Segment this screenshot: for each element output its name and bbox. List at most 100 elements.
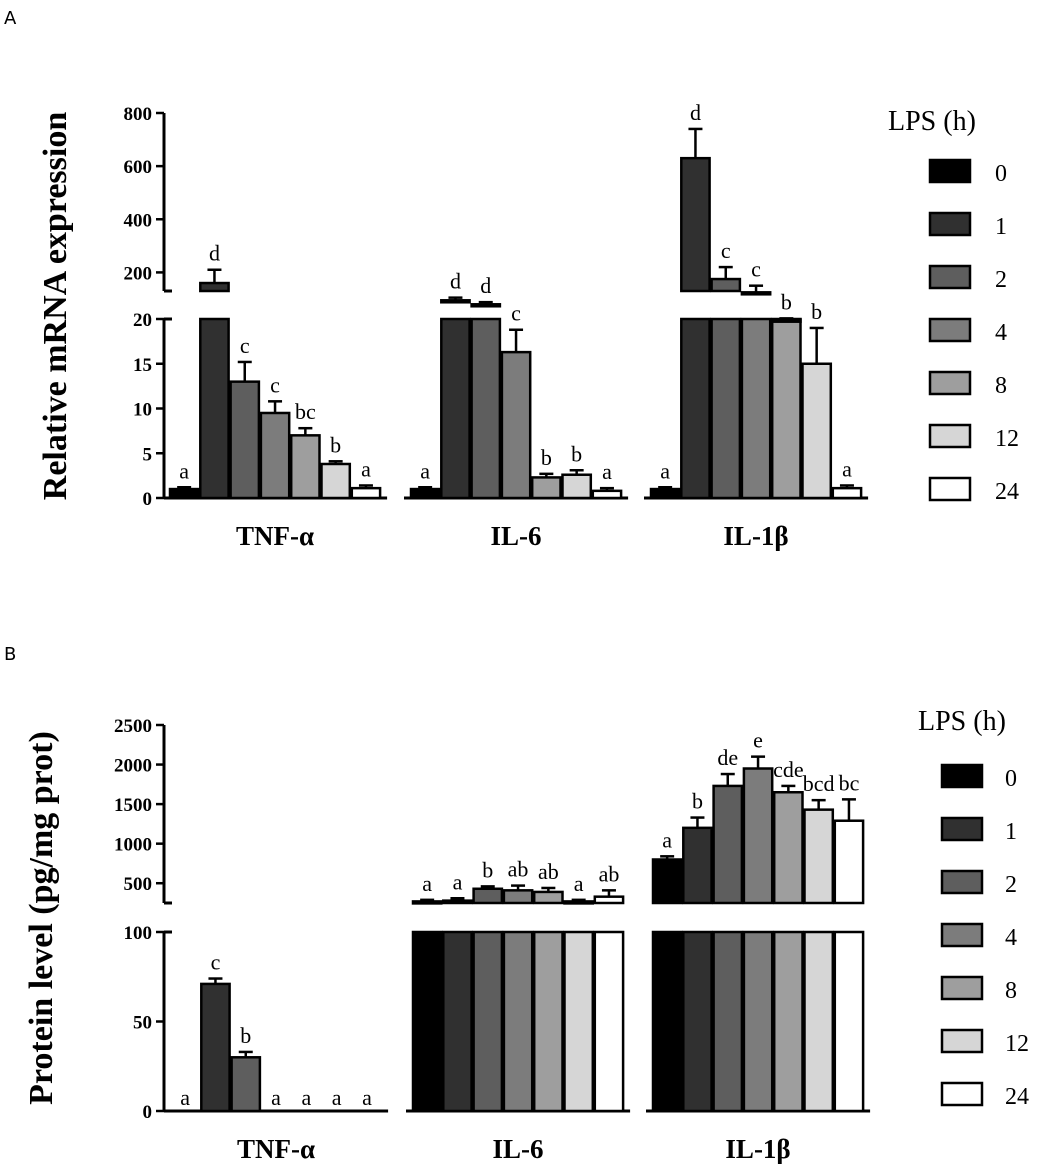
significance-label: a [180, 1085, 190, 1110]
legend-swatch [940, 869, 984, 895]
legend-title: LPS (h) [888, 106, 976, 137]
bar [350, 486, 382, 500]
significance-label: c [240, 333, 250, 358]
bar [649, 487, 681, 500]
legend-label: 0 [995, 161, 1007, 187]
category-label: TNF-α [237, 1134, 315, 1164]
y-tick-label: 500 [124, 874, 153, 895]
significance-label: e [753, 728, 763, 753]
significance-label: a [332, 1085, 342, 1110]
bar [710, 317, 742, 500]
bar [229, 380, 261, 500]
bar [409, 487, 441, 500]
bar [411, 930, 443, 1113]
bar [200, 982, 231, 1113]
bar [593, 895, 625, 905]
bar [168, 487, 200, 500]
legend-swatch [940, 816, 984, 842]
bar [772, 930, 804, 1113]
bar [502, 889, 534, 905]
bar [710, 277, 742, 293]
legend-label: 4 [995, 320, 1007, 346]
category-label: IL-1β [723, 521, 788, 551]
significance-label: a [662, 827, 672, 852]
y-tick-label: 400 [124, 210, 153, 231]
significance-label: d [209, 241, 220, 266]
bar [833, 819, 865, 905]
significance-label: ab [599, 861, 620, 886]
bar [742, 930, 774, 1113]
legend-label: 1 [1005, 819, 1017, 845]
y-tick-label: 5 [143, 444, 153, 465]
legend-title: LPS (h) [918, 706, 1006, 737]
bar [563, 930, 595, 1113]
bar [472, 887, 504, 905]
bar [712, 930, 744, 1113]
bar [470, 317, 502, 500]
significance-label: de [717, 745, 738, 770]
significance-label: b [541, 445, 552, 470]
significance-label: ab [538, 859, 559, 884]
bar [803, 930, 835, 1113]
significance-label: a [361, 456, 371, 481]
bar [591, 489, 623, 500]
significance-label: c [211, 950, 221, 975]
significance-label: a [362, 1085, 372, 1110]
legend-label: 2 [1005, 872, 1017, 898]
significance-label: a [271, 1085, 281, 1110]
significance-label: b [482, 857, 493, 882]
bar [532, 930, 564, 1113]
significance-label: a [660, 458, 670, 483]
y-tick-label: 20 [133, 310, 152, 331]
category-label: IL-6 [493, 1134, 544, 1164]
y-tick-label: 1500 [114, 795, 152, 816]
legend-label: 24 [1005, 1084, 1029, 1110]
bar [259, 411, 291, 500]
bar [712, 784, 744, 905]
y-tick-label: 600 [124, 157, 153, 178]
y-tick-label: 10 [133, 400, 152, 421]
legend-label: 8 [1005, 978, 1017, 1004]
bar [833, 930, 865, 1113]
bar [651, 930, 683, 1113]
significance-label: a [842, 456, 852, 481]
significance-label: b [781, 289, 792, 314]
significance-label: a [574, 871, 584, 896]
significance-label: a [179, 458, 189, 483]
bar [680, 156, 711, 293]
significance-label: b [571, 441, 582, 466]
bar [472, 930, 504, 1113]
bar [442, 930, 473, 1113]
bar [411, 900, 443, 905]
legend-swatch [928, 264, 972, 290]
significance-label: b [330, 432, 341, 457]
legend-swatch [940, 975, 984, 1001]
significance-label: c [721, 238, 731, 263]
legend-label: 4 [1005, 925, 1017, 951]
bar [470, 303, 502, 308]
significance-label: a [453, 869, 463, 894]
legend-swatch [928, 317, 972, 343]
significance-label: c [751, 257, 761, 282]
y-tick-label: 100 [124, 923, 153, 944]
significance-label: a [301, 1085, 311, 1110]
significance-label: b [811, 299, 822, 324]
legend-swatch [928, 370, 972, 396]
bar [442, 899, 473, 905]
bar [199, 281, 230, 293]
legend-label: 0 [1005, 766, 1017, 792]
y-tick-label: 200 [124, 263, 153, 284]
panel-letter: B [4, 644, 16, 665]
y-axis-label: Relative mRNA expression [37, 112, 74, 501]
legend-label: 12 [995, 426, 1019, 452]
significance-label: b [692, 789, 703, 814]
legend-label: 24 [995, 479, 1019, 505]
legend-swatch [928, 158, 972, 184]
y-tick-label: 2500 [114, 716, 152, 737]
significance-label: a [422, 871, 432, 896]
bar [682, 826, 713, 905]
bar [803, 808, 835, 905]
significance-label: bc [295, 399, 316, 424]
significance-label: d [480, 273, 491, 298]
